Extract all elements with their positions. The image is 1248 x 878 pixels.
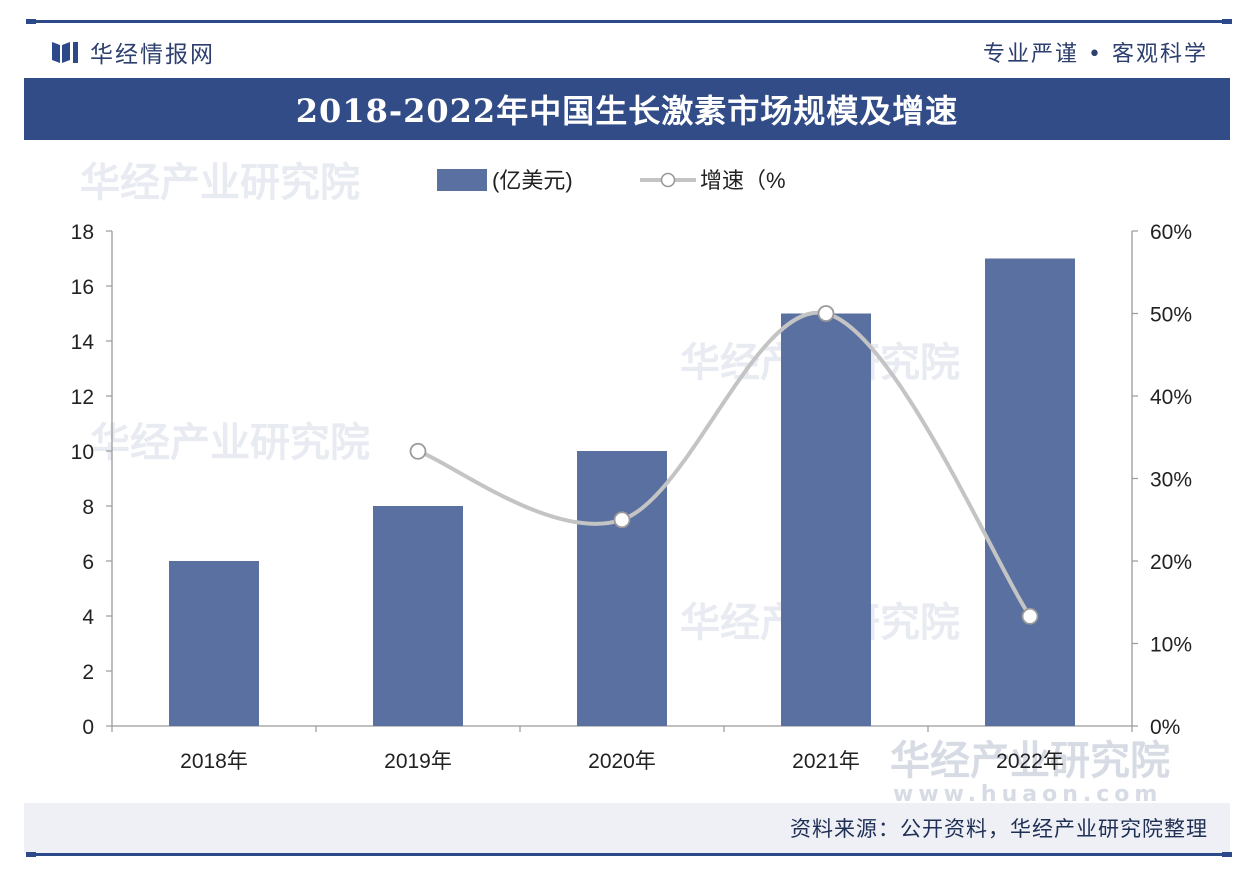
- brand-name: 华经情报网: [90, 42, 215, 68]
- x-tick-label: 2019年: [384, 750, 452, 773]
- chart-title: 2018-2022年中国生长激素市场规模及增速: [295, 92, 959, 130]
- x-tick-label: 2022年: [996, 750, 1064, 773]
- y-left-tick-label: 12: [71, 386, 94, 409]
- y-left-tick-label: 18: [71, 221, 94, 244]
- y-left-tick-label: 4: [82, 606, 94, 629]
- y-left-tick-label: 8: [82, 496, 94, 519]
- legend-swatch-bar: [437, 169, 487, 191]
- growth-rate-point: [1021, 607, 1039, 625]
- y-right-tick-label: 40%: [1150, 386, 1192, 409]
- y-left-tick-label: 0: [82, 716, 94, 739]
- brand-logo: 华经情报网: [50, 36, 215, 68]
- growth-rate-line: [417, 310, 1032, 618]
- title-banner: 2018-2022年中国生长激素市场规模及增速: [24, 78, 1230, 140]
- bar: [373, 506, 463, 726]
- growth-rate-point: [817, 305, 835, 322]
- y-left-tick-label: 16: [71, 276, 94, 299]
- bottom-rule: [26, 852, 1232, 857]
- y-right-tick-label: 30%: [1150, 469, 1192, 492]
- y-right-tick-label: 60%: [1150, 221, 1192, 244]
- y-left-tick-label: 2: [82, 661, 94, 684]
- top-rule: [26, 19, 1232, 24]
- slogan: 专业严谨 • 客观科学: [983, 42, 1208, 67]
- brand-mark-icon: [52, 42, 78, 63]
- footer: 资料来源：公开资料，华经产业研究院整理: [24, 803, 1230, 853]
- growth-rate-point: [409, 442, 427, 460]
- legend-swatch-point: [660, 172, 676, 188]
- legend-label-bar: (亿美元): [492, 168, 573, 193]
- y-left-tick-label: 6: [82, 551, 94, 574]
- bar: [169, 561, 259, 726]
- source-note: 资料来源：公开资料，华经产业研究院整理: [790, 817, 1208, 841]
- y-right-tick-label: 50%: [1150, 304, 1192, 327]
- y-right-tick-label: 0%: [1150, 716, 1180, 739]
- bar: [781, 313, 871, 726]
- legend-label-line: 增速（%: [700, 168, 786, 193]
- growth-rate-point: [613, 511, 631, 529]
- x-tick-label: 2020年: [588, 750, 656, 773]
- x-tick-label: 2021年: [792, 750, 860, 773]
- bar: [985, 258, 1075, 726]
- bar: [577, 451, 667, 726]
- y-right-tick-label: 20%: [1150, 551, 1192, 574]
- y-left-tick-label: 10: [71, 441, 94, 464]
- y-right-tick-label: 10%: [1150, 634, 1192, 657]
- chart-area: 0 2 4 6 8 10 12 14 16 18 0% 10% 20% 30% 40% 50% 60% 2018年…: [71, 168, 1192, 773]
- x-tick-label: 2018年: [180, 750, 248, 773]
- y-left-tick-label: 14: [71, 331, 95, 354]
